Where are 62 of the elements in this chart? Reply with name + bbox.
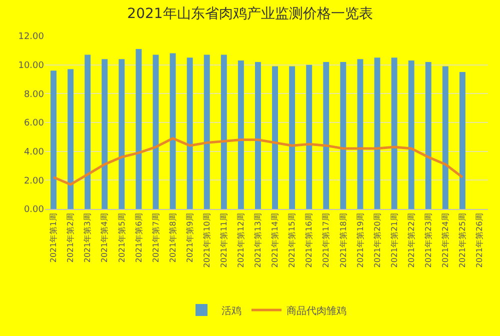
bar [50, 70, 56, 209]
bar [425, 62, 432, 209]
bar [84, 54, 91, 209]
bar [186, 58, 193, 209]
x-tick-label: 2021年第21周 [390, 213, 399, 268]
y-tick-label: 12.00 [18, 32, 44, 42]
bar [238, 60, 244, 209]
bar [204, 54, 210, 209]
x-tick-label: 2021年第1周 [49, 213, 58, 263]
y-tick-label: 8.00 [24, 90, 44, 100]
x-tick-label: 2021年第15周 [288, 213, 297, 268]
x-tick-label: 2021年第17周 [322, 213, 331, 268]
bar [102, 59, 108, 209]
legend-label: 商品代肉雏鸡 [286, 304, 346, 317]
x-tick-label: 2021年第24周 [441, 213, 450, 268]
y-tick-label: 10.00 [18, 60, 44, 71]
x-tick-label: 2021年第5周 [117, 213, 126, 263]
line-series [52, 137, 464, 186]
y-tick-label: 6.00 [24, 118, 44, 129]
bar [374, 58, 380, 209]
bar [118, 59, 125, 209]
bar [340, 62, 346, 209]
bar [289, 66, 296, 209]
x-tick-label: 2021年第18周 [338, 213, 348, 268]
x-tick-label: 2021年第11周 [220, 213, 228, 268]
bar [442, 66, 448, 209]
bar [255, 62, 261, 209]
y-tick-label: 0.00 [24, 205, 44, 216]
bar [170, 53, 176, 209]
bar [459, 72, 466, 209]
bar [306, 64, 312, 209]
y-tick-label: 4.00 [24, 147, 44, 158]
x-tick-label: 2021年第10周 [202, 213, 212, 268]
bar [357, 59, 364, 209]
x-tick-label: 2021年第8周 [168, 213, 178, 263]
bar [152, 54, 159, 209]
x-tick-label: 2021年第3周 [83, 213, 92, 263]
bar [408, 60, 414, 209]
x-tick-label: 2021年第14周 [270, 213, 280, 268]
x-tick-label: 2021年第7周 [151, 213, 160, 263]
x-tick-label: 2021年第12周 [236, 213, 246, 268]
x-tick-label: 2021年第19周 [356, 213, 365, 268]
x-tick-label: 2021年第25周 [458, 213, 468, 268]
x-tick-label: 2021年第26周 [475, 213, 484, 268]
bar [323, 62, 330, 209]
bar [220, 54, 227, 209]
bar [136, 48, 142, 209]
x-tick-label: 2021年第16周 [304, 213, 314, 268]
x-tick-label: 2021年第6周 [134, 213, 144, 263]
x-tick-label: 2021年第23周 [424, 213, 433, 268]
x-tick-label: 2021年第22周 [406, 213, 416, 268]
legend-label: 活鸡 [222, 304, 242, 317]
bar [391, 58, 398, 209]
x-tick-label: 2021年第13周 [254, 213, 263, 268]
x-tick-label: 2021年第2周 [66, 213, 76, 263]
y-tick-label: 2.00 [24, 176, 44, 186]
bar [68, 69, 74, 209]
x-tick-label: 2021年第9周 [185, 213, 194, 263]
x-tick-label: 2021年第20周 [372, 213, 382, 268]
x-tick-label: 2021年第4周 [100, 213, 110, 263]
chart-title: 2021年山东省肉鸡产业监测价格一览表 [127, 6, 373, 22]
bar [272, 66, 278, 209]
